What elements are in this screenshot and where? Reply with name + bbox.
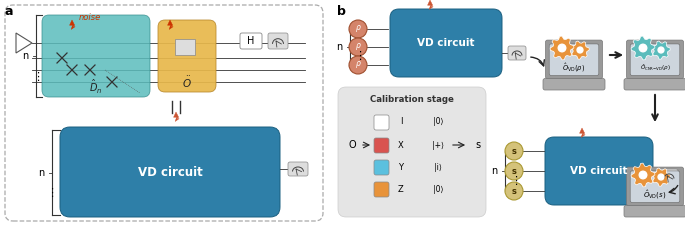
Text: ⋮: ⋮ [510,176,521,186]
Circle shape [349,38,367,56]
FancyBboxPatch shape [158,20,216,92]
FancyBboxPatch shape [268,33,288,49]
Text: X: X [398,140,404,149]
Text: $\hat{O}_{\mathrm{VD}}(s)$: $\hat{O}_{\mathrm{VD}}(s)$ [643,189,667,201]
FancyBboxPatch shape [374,160,389,175]
Text: a: a [5,5,14,18]
Text: $\hat{D}_n$: $\hat{D}_n$ [89,78,103,96]
Polygon shape [16,33,32,53]
Text: |i⟩: |i⟩ [434,162,442,171]
Text: ⋮: ⋮ [32,72,44,82]
Polygon shape [631,36,655,60]
Text: ⋮: ⋮ [354,51,366,61]
Text: |0⟩: |0⟩ [433,184,443,194]
Text: n: n [38,168,44,178]
Circle shape [505,182,523,200]
Text: $\rho$: $\rho$ [355,59,362,70]
Circle shape [505,162,523,180]
Polygon shape [631,163,655,187]
Text: $\hat{O}_{\mathrm{CNR\!-\!VD}}(\rho)$: $\hat{O}_{\mathrm{CNR\!-\!VD}}(\rho)$ [640,63,671,73]
Text: noise: noise [79,13,101,22]
Text: ⋮: ⋮ [47,188,58,198]
Polygon shape [70,20,75,29]
FancyBboxPatch shape [390,9,502,77]
Text: VD circuit: VD circuit [417,38,475,48]
Text: VD circuit: VD circuit [570,166,627,176]
Text: $\rho$: $\rho$ [355,23,362,34]
FancyBboxPatch shape [374,182,389,197]
Bar [175,39,195,55]
FancyBboxPatch shape [543,79,605,90]
Circle shape [349,20,367,38]
Text: |0⟩: |0⟩ [433,117,443,126]
Polygon shape [580,128,585,137]
FancyBboxPatch shape [630,171,680,202]
Polygon shape [173,112,179,122]
FancyBboxPatch shape [630,44,680,75]
FancyBboxPatch shape [624,79,685,90]
FancyBboxPatch shape [374,115,389,130]
FancyBboxPatch shape [545,40,603,79]
Circle shape [349,56,367,74]
FancyBboxPatch shape [338,87,486,217]
Text: n: n [490,166,497,176]
FancyBboxPatch shape [627,40,684,79]
FancyBboxPatch shape [374,138,389,153]
Text: Calibration stage: Calibration stage [370,94,454,104]
Polygon shape [571,41,589,59]
Text: s: s [475,140,481,150]
Circle shape [558,44,566,52]
Polygon shape [550,36,574,60]
Text: b: b [337,5,346,18]
Text: O: O [348,140,356,150]
Text: Y: Y [399,162,403,171]
FancyBboxPatch shape [549,44,599,75]
Circle shape [639,44,647,52]
FancyBboxPatch shape [288,162,308,176]
Text: H: H [247,36,255,46]
FancyBboxPatch shape [240,33,262,49]
Text: VD circuit: VD circuit [138,166,202,178]
Circle shape [505,142,523,160]
Text: $\ddot{O}$: $\ddot{O}$ [182,74,192,90]
Text: n: n [336,42,342,52]
Circle shape [639,171,647,179]
FancyBboxPatch shape [660,169,678,183]
Text: I: I [400,117,402,126]
Circle shape [658,47,664,53]
Polygon shape [652,168,670,186]
Text: s: s [512,187,516,196]
Text: n: n [22,51,28,61]
FancyBboxPatch shape [42,15,150,97]
FancyBboxPatch shape [5,5,323,221]
FancyBboxPatch shape [545,137,653,205]
FancyBboxPatch shape [508,46,526,60]
FancyBboxPatch shape [60,127,280,217]
Text: s: s [512,166,516,176]
Polygon shape [652,41,670,59]
Circle shape [577,47,583,53]
FancyBboxPatch shape [624,206,685,217]
Text: $\hat{O}_{\mathrm{VD}}(\rho)$: $\hat{O}_{\mathrm{VD}}(\rho)$ [562,62,586,74]
Polygon shape [427,0,433,9]
FancyBboxPatch shape [627,167,684,206]
Polygon shape [168,20,173,29]
Text: |+⟩: |+⟩ [432,140,444,149]
Circle shape [658,174,664,180]
Text: Z: Z [398,184,404,194]
Text: $\rho$: $\rho$ [355,41,362,52]
Text: s: s [512,146,516,155]
